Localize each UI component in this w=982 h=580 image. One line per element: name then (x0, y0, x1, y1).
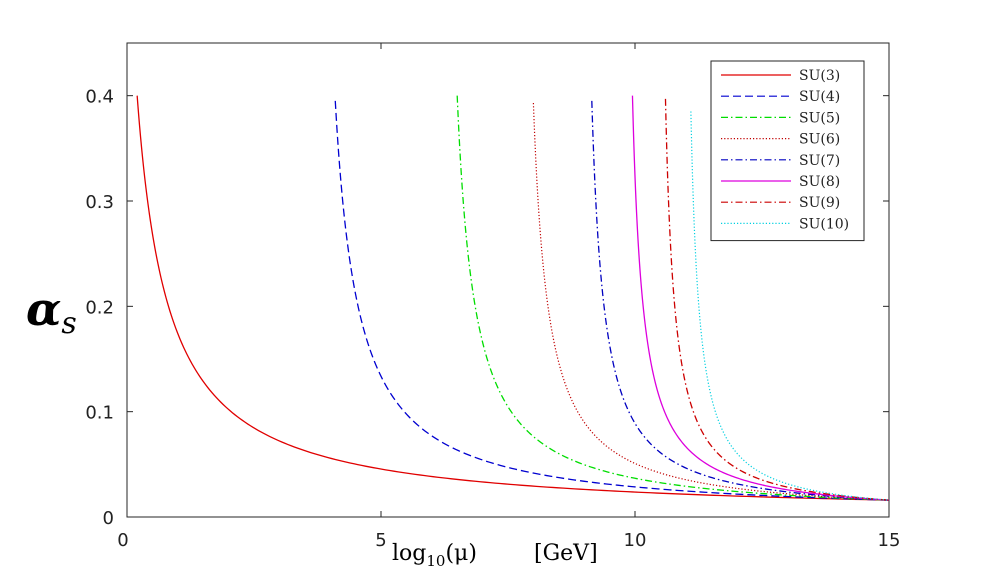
legend-label: SU(10) (799, 216, 849, 232)
legend: SU(3) SU(4) SU(5) SU(6) SU(7) SU(8) SU(9) SU(10… (710, 60, 865, 242)
series-line-su4 (334, 100, 890, 501)
series-line-su3 (136, 95, 890, 501)
x-axis-label: log10(μ) (392, 541, 477, 570)
x-tick-label: 15 (878, 530, 901, 551)
series-line-su9 (664, 98, 890, 501)
axes: 0 5 10 15 0 0.1 0.2 0.3 0.4 log10(μ) [GeV] αs (26, 42, 901, 570)
x-tick-label: 5 (375, 530, 386, 551)
y-tick-label: 0.1 (85, 403, 114, 424)
legend-box (710, 60, 865, 242)
y-tick-label: 0.2 (85, 297, 114, 318)
x-tick-label: 10 (624, 530, 647, 551)
series-line-su7 (591, 100, 890, 501)
legend-label: SU(8) (799, 174, 840, 190)
legend-label: SU(9) (799, 195, 840, 211)
y-tick-label: 0.4 (85, 87, 114, 108)
legend-label: SU(5) (799, 110, 840, 126)
legend-label: SU(3) (799, 68, 840, 84)
y-tick-label: 0 (103, 508, 114, 529)
legend-label: SU(7) (799, 153, 840, 169)
axes-frame (126, 42, 890, 518)
y-axis-label: αs (26, 282, 77, 341)
series-line-su10 (690, 111, 890, 501)
legend-label: SU(4) (799, 89, 840, 105)
series-line-su5 (456, 95, 890, 501)
legend-label: SU(6) (799, 132, 840, 148)
series-line-su8 (631, 95, 890, 501)
x-axis-unit: [GeV] (534, 541, 598, 566)
x-tick-label: 0 (117, 530, 128, 551)
y-tick-label: 0.3 (85, 192, 114, 213)
